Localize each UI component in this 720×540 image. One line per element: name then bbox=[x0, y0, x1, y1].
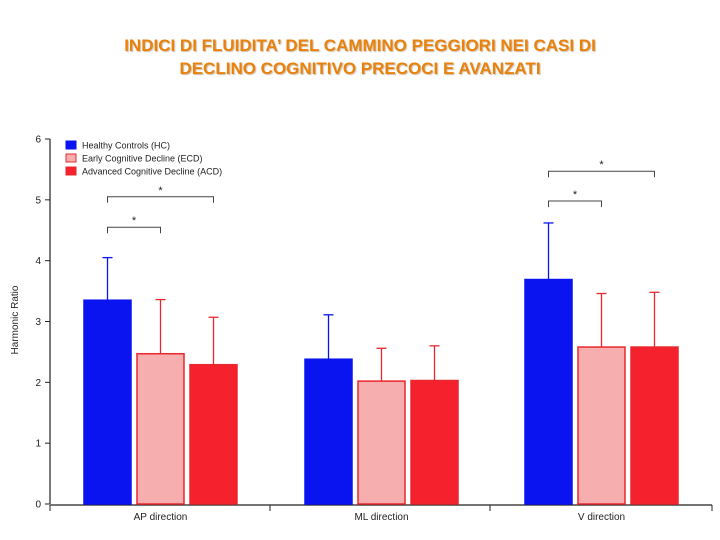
significance-bracket bbox=[548, 170, 655, 178]
y-axis: 0 1 2 3 4 5 6 bbox=[35, 135, 51, 511]
error-bars bbox=[102, 222, 660, 382]
legend-entry: Advanced Cognitive Decline (ACD) bbox=[82, 167, 222, 177]
x-tick-label: AP direction bbox=[134, 512, 188, 523]
legend-entry: Early Cognitive Decline (ECD) bbox=[82, 154, 203, 164]
significance-label: * bbox=[573, 189, 578, 201]
page-title: INDICI DI FLUIDITA’ DEL CAMMINO PEGGIORI… bbox=[0, 34, 720, 80]
y-tick-label: 1 bbox=[35, 439, 41, 450]
significance-label: * bbox=[158, 185, 163, 197]
bars bbox=[83, 278, 679, 505]
legend-entry: Healthy Controls (HC) bbox=[82, 141, 170, 151]
significance-bracket bbox=[107, 226, 161, 234]
y-tick-label: 6 bbox=[35, 135, 41, 146]
x-tick-label: ML direction bbox=[354, 512, 408, 523]
y-tick-label: 5 bbox=[35, 195, 41, 206]
title-line-2: DECLINO COGNITIVO PRECOCI E AVANZATI bbox=[179, 59, 541, 78]
significance-bracket bbox=[107, 196, 214, 203]
legend-swatch bbox=[65, 140, 77, 150]
title-line-1: INDICI DI FLUIDITA’ DEL CAMMINO PEGGIORI… bbox=[124, 36, 596, 55]
significance-label: * bbox=[599, 159, 604, 171]
y-tick-label: 0 bbox=[35, 500, 41, 511]
bar bbox=[357, 380, 406, 505]
bar bbox=[630, 346, 679, 505]
bar bbox=[136, 352, 185, 505]
x-axis: AP direction ML direction V direction bbox=[49, 504, 713, 523]
bar bbox=[577, 346, 626, 505]
significance-brackets: * * * * bbox=[107, 159, 655, 234]
significance-label: * bbox=[132, 215, 137, 227]
y-tick-label: 2 bbox=[35, 378, 41, 389]
bar bbox=[189, 363, 238, 505]
legend-swatch bbox=[65, 166, 77, 176]
bar bbox=[524, 278, 573, 505]
y-tick-label: 3 bbox=[35, 317, 41, 328]
y-axis-label: Harmonic Ratio bbox=[10, 285, 21, 354]
bar bbox=[83, 299, 132, 505]
bar bbox=[410, 379, 459, 505]
x-tick-label: V direction bbox=[578, 512, 625, 523]
legend-swatch bbox=[65, 153, 77, 163]
y-tick-label: 4 bbox=[35, 256, 41, 267]
legend: Healthy Controls (HC) Early Cognitive Dec… bbox=[65, 140, 222, 177]
bar bbox=[304, 358, 353, 505]
significance-bracket bbox=[548, 200, 602, 208]
